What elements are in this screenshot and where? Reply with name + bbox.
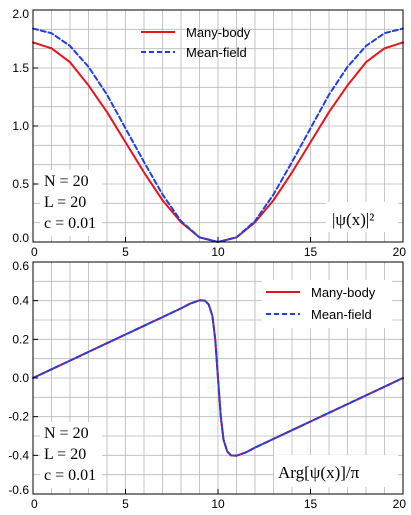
density-parameters: N = 20 L = 20 c = 0.01 bbox=[40, 170, 102, 236]
legend-label-mean-field: Mean-field bbox=[186, 45, 247, 60]
param-l: L = 20 bbox=[44, 194, 86, 211]
phase-curves bbox=[32, 299, 404, 457]
x-tick-label: 10 bbox=[211, 497, 225, 511]
x-tick-label: 0 bbox=[31, 497, 38, 511]
x-tick-label: 20 bbox=[393, 245, 407, 259]
x-tick-label: 10 bbox=[211, 245, 225, 259]
param-c: c = 0.01 bbox=[44, 467, 96, 484]
density-grid bbox=[33, 10, 403, 242]
phase-legend: Many-body Mean-field bbox=[262, 280, 392, 328]
legend-label-many-body: Many-body bbox=[311, 285, 376, 300]
y-tick-label: 0.0 bbox=[12, 371, 29, 385]
y-tick-label: -0.6 bbox=[8, 483, 29, 497]
legend-label-many-body: Many-body bbox=[186, 25, 251, 40]
y-tick-label: 0.6 bbox=[12, 259, 29, 273]
y-tick-label: 0.4 bbox=[12, 294, 29, 308]
x-tick-label: 5 bbox=[122, 497, 129, 511]
x-tick-label: 20 bbox=[393, 497, 407, 511]
param-l: L = 20 bbox=[44, 446, 86, 463]
y-tick-label: 0.0 bbox=[12, 231, 29, 245]
density-quantity-label: |ψ(x)|² bbox=[332, 210, 374, 229]
phase-parameters: N = 20 L = 20 c = 0.01 bbox=[40, 422, 102, 488]
y-tick-label: 0.5 bbox=[12, 177, 29, 191]
param-c: c = 0.01 bbox=[44, 215, 96, 232]
x-tick-label: 5 bbox=[122, 245, 129, 259]
density-ticks: 0 5 10 15 20 0.0 0.5 1.0 1.5 2.0 bbox=[12, 7, 406, 259]
phase-quantity-label: Arg[ψ(x)]/π bbox=[278, 463, 360, 482]
y-tick-label: -0.2 bbox=[8, 410, 29, 424]
y-tick-label: 1.0 bbox=[12, 119, 29, 133]
param-n: N = 20 bbox=[44, 173, 89, 190]
y-tick-label: -0.4 bbox=[8, 448, 29, 462]
y-tick-label: 2.0 bbox=[12, 7, 29, 21]
y-tick-label: 1.5 bbox=[12, 61, 29, 75]
series-line-mean-field bbox=[32, 299, 404, 457]
x-tick-label: 15 bbox=[304, 245, 318, 259]
x-tick-label: 0 bbox=[31, 245, 38, 259]
density-legend: Many-body Mean-field bbox=[141, 25, 251, 60]
phase-panel: 0 5 10 15 20 -0.6 -0.4 -0.2 0.0 0.2 0.4 0.6 Many-bo… bbox=[8, 259, 406, 511]
param-n: N = 20 bbox=[44, 425, 89, 442]
phase-ticks: 0 5 10 15 20 -0.6 -0.4 -0.2 0.0 0.2 0.4 0.6 bbox=[8, 259, 406, 511]
y-tick-label: 0.2 bbox=[12, 332, 29, 346]
legend-label-mean-field: Mean-field bbox=[311, 307, 372, 322]
x-tick-label: 15 bbox=[304, 497, 318, 511]
density-panel: 0 5 10 15 20 0.0 0.5 1.0 1.5 2.0 Many-body Mean-f… bbox=[12, 7, 406, 259]
